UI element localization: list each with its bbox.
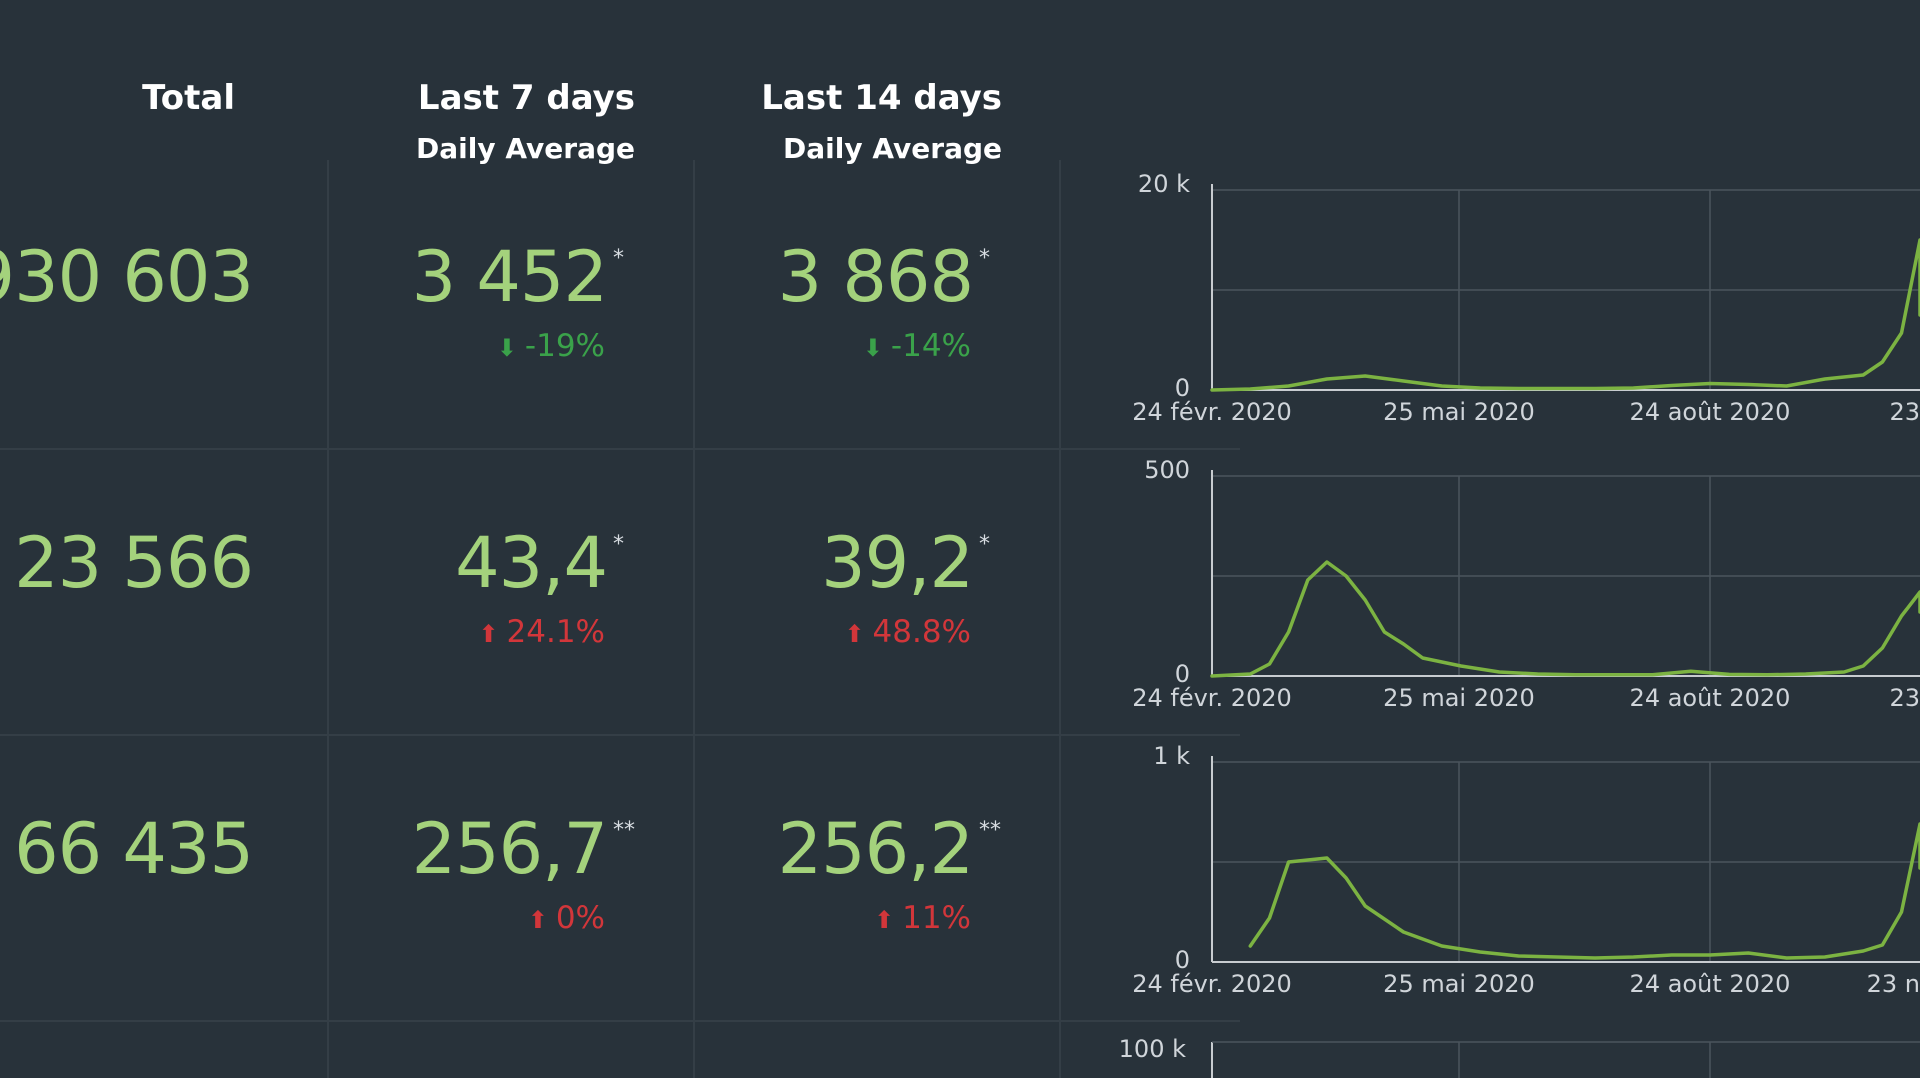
header-last-14-title: Last 14 days	[761, 78, 1002, 118]
arrow-up-icon: ⬆	[527, 906, 548, 934]
chart-3-x-tick-label: 24 août 2020	[1630, 970, 1791, 998]
chart-3-x-tick-label: 24 févr. 2020	[1132, 970, 1292, 998]
row-1-change-7: ⬇ -19%	[497, 328, 605, 364]
header-last-7-subtitle: Daily Average	[416, 132, 635, 165]
chart-3-x-tick-label: 25 mai 2020	[1383, 970, 1535, 998]
row-3-total: 66 435	[14, 808, 254, 890]
arrow-up-icon: ⬆	[873, 906, 895, 934]
row-2-change-7-value: 24.1%	[506, 614, 605, 650]
row-2-avg-7: 43,4	[455, 522, 608, 604]
column-divider	[693, 160, 695, 1078]
column-divider	[327, 160, 329, 1078]
chart-1-x-tick-label: 25 mai 2020	[1383, 398, 1535, 426]
arrow-up-icon: ⬆	[478, 620, 499, 648]
row-3-avg-7-marker: **	[613, 818, 635, 843]
row-1-avg-7-marker: *	[613, 246, 624, 271]
row-2-avg-7-marker: *	[613, 532, 624, 557]
chart-1-x-tick-label: 23	[1889, 398, 1920, 426]
row-divider	[0, 448, 1240, 450]
row-3-change-14-value: 11%	[902, 900, 971, 936]
chart-3-y-tick-label: 0	[1175, 946, 1190, 974]
row-1-change-7-value: -19%	[524, 328, 605, 364]
chart-4-y-tick: 100 k	[1119, 1035, 1186, 1063]
chart-3-y-tick-label: 1 k	[1153, 742, 1190, 770]
chart-1-y-tick-label: 0	[1175, 374, 1190, 402]
arrow-down-icon: ⬇	[862, 334, 883, 362]
row-divider	[0, 1020, 1240, 1022]
row-3-avg-7: 256,7	[411, 808, 608, 890]
row-2-change-14-value: 48.8%	[872, 614, 971, 650]
row-3-avg-14-marker: **	[979, 818, 1001, 843]
row-1-avg-7: 3 452	[411, 236, 608, 318]
row-1-total: 930 603	[0, 236, 254, 318]
row-2-avg-14-marker: *	[979, 532, 990, 557]
chart-2-series-line	[1210, 560, 1920, 678]
row-3-avg-14: 256,2	[777, 808, 974, 890]
row-divider	[0, 734, 1240, 736]
row-3-change-7: ⬆ 0%	[528, 900, 605, 936]
header-last-14-subtitle: Daily Average	[783, 132, 1002, 165]
row-3-change-7-value: 0%	[555, 900, 605, 936]
header-last-7-days: Last 7 days Daily Average	[416, 78, 635, 165]
row-2-change-7: ⬆ 24.1%	[478, 614, 605, 650]
chart-1-y-tick-label: 20 k	[1138, 170, 1190, 198]
sparkline-chart-4-partial: 100 k	[1119, 1035, 1920, 1078]
chart-2-y-tick-label: 500	[1144, 456, 1190, 484]
sparkline-chart-3: 1 k 024 févr. 2020 25 mai 2020 24 août 2020…	[1132, 742, 1920, 998]
chart-2-x-tick-label: 24 févr. 2020	[1132, 684, 1292, 712]
header-total-label: Total	[142, 78, 235, 118]
arrow-up-icon: ⬆	[844, 620, 865, 648]
sparkline-chart-1: 20 k 024 févr. 2020 25 mai 2020 24 août 202…	[1132, 170, 1920, 426]
row-1-change-14-value: -14%	[890, 328, 971, 364]
sparkline-chart-2: 500 024 févr. 2020 25 mai 2020 24 août 2020…	[1132, 456, 1920, 712]
column-divider	[1059, 160, 1061, 1078]
row-1-avg-14-marker: *	[979, 246, 990, 271]
chart-1-series-line	[1210, 238, 1920, 392]
row-1-change-14: ⬇ -14%	[863, 328, 971, 364]
chart-1-x-tick-label: 24 févr. 2020	[1132, 398, 1292, 426]
row-2-avg-14: 39,2	[821, 522, 974, 604]
row-3-change-14: ⬆ 11%	[874, 900, 971, 936]
header-total: Total	[142, 78, 235, 118]
chart-2-x-tick-label: 23	[1889, 684, 1920, 712]
chart-2-x-tick-label: 24 août 2020	[1630, 684, 1791, 712]
row-2-total: 23 566	[14, 522, 254, 604]
header-last-14-days: Last 14 days Daily Average	[761, 78, 1002, 165]
chart-2-y-tick-label: 0	[1175, 660, 1190, 688]
row-1-avg-14: 3 868	[777, 236, 974, 318]
chart-3-series-line	[1248, 822, 1920, 960]
chart-2-x-tick-label: 25 mai 2020	[1383, 684, 1535, 712]
chart-1-x-tick-label: 24 août 2020	[1630, 398, 1791, 426]
header-last-7-title: Last 7 days	[417, 78, 635, 118]
arrow-down-icon: ⬇	[496, 334, 517, 362]
row-2-change-14: ⬆ 48.8%	[844, 614, 971, 650]
chart-3-x-tick-label: 23 n	[1867, 970, 1920, 998]
